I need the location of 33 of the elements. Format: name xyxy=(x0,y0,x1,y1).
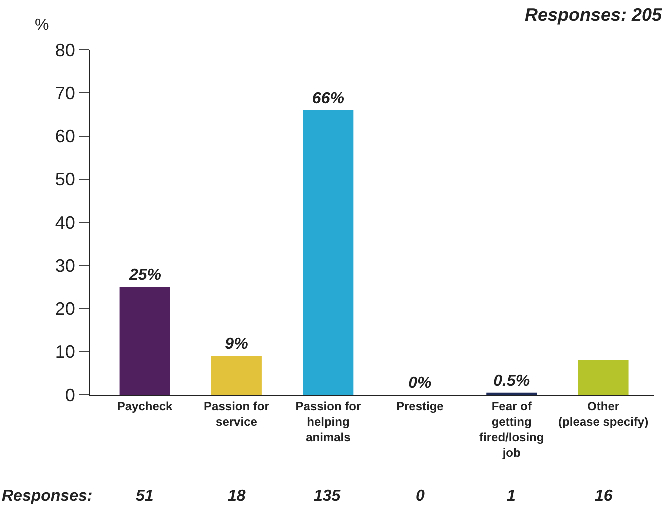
text: 16 xyxy=(595,488,613,505)
x-tick-label: Paycheck xyxy=(117,399,174,414)
text: 51 xyxy=(136,488,154,505)
x-tick-label: Passion for helping animals xyxy=(296,399,362,445)
x-tick-label: Other (please specify) xyxy=(558,399,649,429)
y-tick-label: 0 xyxy=(65,385,76,406)
y-tick-label: 60 xyxy=(55,126,76,147)
x-tick-label: Passion for service xyxy=(204,399,270,429)
text: Responses: xyxy=(2,488,93,505)
y-tick-label: 10 xyxy=(55,342,76,362)
bar xyxy=(578,360,629,395)
x-tick-label: Prestige xyxy=(396,399,444,414)
text: 135 xyxy=(314,488,342,505)
y-axis-title: % xyxy=(35,17,50,34)
data-label: 25% xyxy=(128,267,162,284)
y-tick-label: 40 xyxy=(55,212,76,233)
y-tick-label: 80 xyxy=(55,40,76,60)
bar xyxy=(120,287,170,395)
data-label: 66% xyxy=(312,90,344,108)
x-tick-label: Fear of getting fired/losing job xyxy=(480,399,544,460)
y-tick-label: 20 xyxy=(55,299,76,320)
y-tick-label: 50 xyxy=(55,170,76,190)
text: Responses: 205 xyxy=(525,5,664,25)
bar xyxy=(303,110,354,395)
bar xyxy=(212,356,262,395)
text: 18 xyxy=(228,488,246,505)
y-tick-label: 30 xyxy=(55,256,76,276)
data-label: 9% xyxy=(225,336,248,354)
text: 1 xyxy=(507,488,516,505)
text: 0 xyxy=(416,488,425,505)
data-label: 0.5% xyxy=(494,372,530,390)
data-label: 0% xyxy=(408,375,432,392)
y-tick-label: 70 xyxy=(55,83,76,104)
